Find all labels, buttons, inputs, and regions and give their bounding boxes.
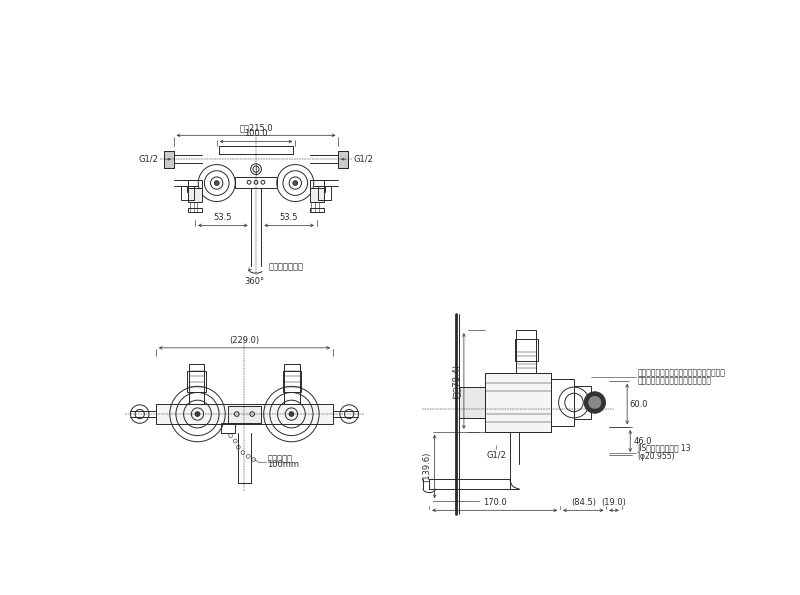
- Bar: [310, 208, 324, 212]
- Circle shape: [214, 181, 219, 186]
- Circle shape: [584, 392, 606, 414]
- Text: (19.0): (19.0): [602, 498, 626, 507]
- Bar: [189, 364, 205, 404]
- Bar: [188, 208, 202, 212]
- Text: この部分にシャワセットを取り付けます。: この部分にシャワセットを取り付けます。: [637, 369, 725, 378]
- Text: 100.0: 100.0: [244, 129, 268, 139]
- Text: (最大78.4): (最大78.4): [452, 364, 461, 399]
- Bar: [285, 364, 300, 404]
- Bar: [181, 186, 194, 200]
- Bar: [458, 387, 486, 418]
- Bar: [187, 371, 206, 393]
- Bar: [310, 180, 324, 192]
- Text: G1/2: G1/2: [354, 155, 374, 164]
- Bar: [338, 151, 349, 168]
- Text: 100mm: 100mm: [267, 461, 299, 469]
- Text: 46.0: 46.0: [634, 437, 652, 446]
- Bar: [222, 422, 235, 433]
- Bar: [516, 330, 536, 373]
- Bar: [235, 177, 277, 187]
- Bar: [156, 404, 333, 424]
- Text: JIS給水栓取付ねじ 13: JIS給水栓取付ねじ 13: [637, 444, 690, 453]
- Bar: [458, 387, 486, 418]
- Text: (139.6): (139.6): [422, 451, 431, 481]
- Bar: [551, 380, 574, 425]
- Text: (φ20.955): (φ20.955): [637, 452, 674, 461]
- Bar: [188, 180, 202, 192]
- Bar: [283, 371, 302, 393]
- Bar: [188, 189, 202, 202]
- Bar: [310, 189, 324, 202]
- Circle shape: [293, 181, 298, 186]
- Circle shape: [289, 412, 294, 416]
- Bar: [227, 406, 262, 422]
- Text: 吐水口回転角度: 吐水口回転角度: [268, 262, 303, 271]
- Circle shape: [195, 412, 200, 416]
- Bar: [574, 386, 591, 419]
- Text: (84.5): (84.5): [570, 498, 596, 507]
- Bar: [163, 151, 174, 168]
- Bar: [318, 186, 331, 200]
- Text: （シャワセットは添付図面参照。）: （シャワセットは添付図面参照。）: [637, 377, 711, 386]
- Bar: [486, 373, 551, 432]
- Text: 360°: 360°: [244, 277, 265, 286]
- Text: くさり長さ: くさり長さ: [267, 454, 293, 464]
- Text: G1/2: G1/2: [138, 155, 158, 164]
- Text: G1/2: G1/2: [486, 450, 506, 459]
- Text: 最大215.0: 最大215.0: [239, 123, 273, 132]
- Circle shape: [589, 396, 601, 409]
- Bar: [338, 151, 349, 168]
- Bar: [486, 373, 551, 432]
- Text: 53.5: 53.5: [280, 214, 298, 223]
- Text: 170.0: 170.0: [483, 498, 506, 507]
- Text: 53.5: 53.5: [214, 214, 232, 223]
- Text: 60.0: 60.0: [630, 399, 648, 409]
- Bar: [514, 339, 538, 361]
- Text: (229.0): (229.0): [230, 336, 259, 345]
- Bar: [163, 151, 174, 168]
